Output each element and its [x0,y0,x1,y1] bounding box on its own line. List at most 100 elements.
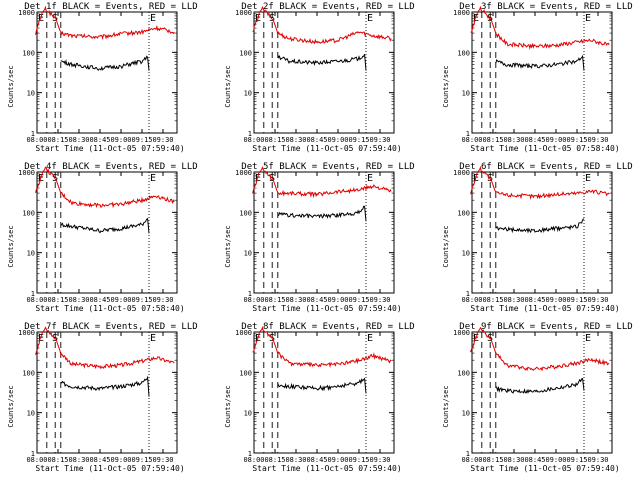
flag-label: E [585,333,591,344]
x-tick-label: 09:00 [110,456,131,464]
y-axis-label: Counts/sec [442,385,450,427]
y-axis-label: Counts/sec [442,65,450,107]
chart-panel-6: Det 6f BLACK = Events, RED = LLD 1 10 100 10… [442,162,633,313]
y-tick-label: 1000 [453,329,470,337]
flag-label: E [367,13,373,24]
lld-series-line [35,5,175,41]
events-series-line [60,55,150,71]
x-tick-label: 08:15 [264,136,285,144]
x-tick-label: 09:15 [566,456,587,464]
y-tick-label: 1 [248,450,252,458]
y-axis-label: Counts/sec [224,65,232,107]
y-tick-label: 100 [239,49,252,57]
events-series-line [495,377,585,394]
x-tick-label: 09:15 [348,456,369,464]
x-tick-label: 09:15 [131,136,152,144]
y-tick-label: 1 [466,450,470,458]
plot-frame [36,11,178,134]
x-tick-label: 08:45 [89,136,110,144]
x-tick-label: 09:15 [131,456,152,464]
x-tick-label: 09:15 [131,296,152,304]
x-tick-label: 08:30 [503,136,524,144]
y-tick-label: 10 [244,410,252,418]
events-series-line [60,217,150,234]
y-tick-label: 10 [244,90,252,98]
x-tick-label: 09:30 [369,296,390,304]
events-series-line [495,218,585,234]
chart-title: Det 7f BLACK = Events, RED = LLD [24,322,197,332]
x-tick-label: 09:30 [369,456,390,464]
x-tick-label: 08:45 [306,456,327,464]
x-tick-label: 08:00 [461,456,482,464]
lld-series-line [252,165,392,199]
y-axis-label: Counts/sec [224,225,232,267]
y-tick-label: 1000 [453,169,470,177]
x-tick-label: 09:30 [587,136,608,144]
plot-frame [253,11,395,134]
y-tick-label: 10 [462,90,470,98]
x-tick-label: 09:00 [545,456,566,464]
y-tick-label: 1 [31,450,35,458]
x-tick-label: 08:00 [26,456,47,464]
y-axis-label: Counts/sec [7,225,15,267]
y-tick-label: 1000 [453,9,470,17]
x-tick-label: 09:15 [348,136,369,144]
x-tick-label: 08:30 [503,456,524,464]
chart-panel-3: Det 3f BLACK = Events, RED = LLD 1 10 100 10… [442,2,633,153]
chart-title: Det 6f BLACK = Events, RED = LLD [459,162,632,172]
flag-label: S [269,173,275,184]
chart-panel-9: Det 9f BLACK = Events, RED = LLD 1 10 100 10… [442,322,633,473]
x-tick-label: 08:30 [503,296,524,304]
y-axis-label: Counts/sec [7,385,15,427]
x-axis-label: Start Time (11-Oct-05 07:59:40) [35,144,184,153]
x-tick-label: 09:30 [369,136,390,144]
x-tick-label: 09:15 [566,136,587,144]
y-tick-label: 1 [466,130,470,138]
y-tick-label: 1000 [18,329,35,337]
flag-label: S [52,13,58,24]
y-tick-label: 1000 [235,169,252,177]
chart-title: Det 5f BLACK = Events, RED = LLD [241,162,414,172]
x-tick-label: 09:15 [566,296,587,304]
y-tick-label: 10 [462,410,470,418]
y-tick-label: 1 [466,290,470,298]
lld-series-line [35,166,175,209]
y-tick-label: 10 [244,250,252,258]
y-tick-label: 1 [248,130,252,138]
x-axis-label: Start Time (11-Oct-05 07:59:40) [470,464,619,473]
x-tick-label: 08:45 [524,136,545,144]
x-tick-label: 08:45 [306,136,327,144]
x-tick-label: 08:00 [243,456,264,464]
flag-label: E [585,173,591,184]
x-tick-label: 08:00 [461,296,482,304]
x-tick-label: 08:30 [285,136,306,144]
chart-panel-7: Det 7f BLACK = Events, RED = LLD 1 10 100 10… [7,322,198,473]
x-tick-label: 08:00 [243,136,264,144]
y-axis-label: Counts/sec [442,225,450,267]
y-tick-label: 1000 [235,9,252,17]
x-tick-label: 08:45 [524,456,545,464]
x-tick-label: 09:00 [327,456,348,464]
x-tick-label: 08:00 [243,296,264,304]
flag-label: E [255,173,261,184]
chart-title: Det 8f BLACK = Events, RED = LLD [241,322,414,332]
x-tick-label: 08:15 [47,456,68,464]
flag-label: E [473,13,479,24]
lld-series-line [470,5,610,50]
flag-label: E [38,173,44,184]
plot-frame [471,11,613,134]
plot-frame [253,171,395,294]
x-tick-label: 08:45 [89,456,110,464]
chart-title: Det 2f BLACK = Events, RED = LLD [241,2,414,12]
x-tick-label: 08:45 [306,296,327,304]
x-axis-label: Start Time (11-Oct-05 07:59:40) [252,464,401,473]
flag-label: E [150,333,156,344]
plot-frame [471,331,613,454]
y-tick-label: 1000 [18,9,35,17]
y-tick-label: 10 [27,90,35,98]
flag-label: S [487,13,493,24]
y-axis-label: Counts/sec [7,65,15,107]
chart-title: Det 3f BLACK = Events, RED = LLD [459,2,632,12]
